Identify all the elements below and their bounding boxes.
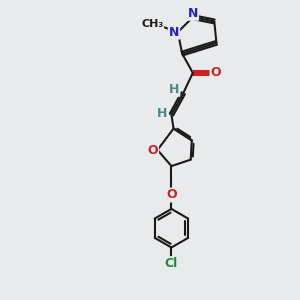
- Text: O: O: [211, 66, 221, 80]
- Text: H: H: [157, 107, 168, 120]
- Text: N: N: [169, 26, 179, 39]
- Text: N: N: [188, 7, 198, 20]
- Text: O: O: [148, 143, 158, 157]
- Text: O: O: [166, 188, 177, 202]
- Text: H: H: [169, 83, 179, 96]
- Text: CH₃: CH₃: [141, 19, 163, 28]
- Text: Cl: Cl: [165, 257, 178, 270]
